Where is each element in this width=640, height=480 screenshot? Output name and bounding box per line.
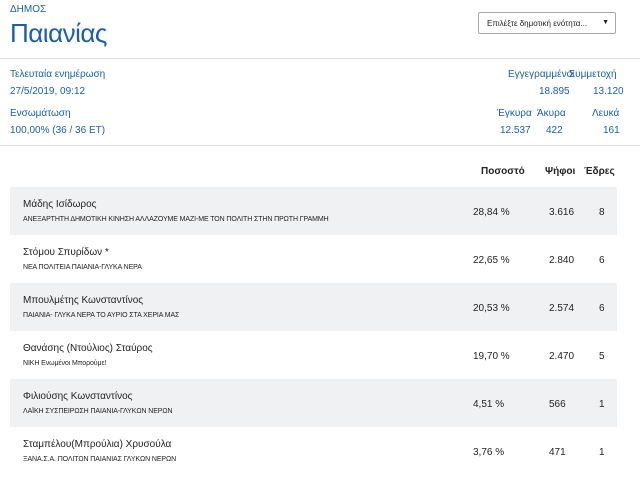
valid-value: 12.537 xyxy=(500,125,531,136)
turnout-label: Συμμετοχή xyxy=(569,69,617,80)
percent-value: 28,84 % xyxy=(473,207,510,218)
divider xyxy=(0,58,640,59)
divider xyxy=(0,145,640,146)
table-row: Στόμου Σπυρίδων * ΝΕΑ ΠΟΛΙΤΕΙΑ ΠΑΙΑΝΙΑ-Γ… xyxy=(10,235,617,283)
blank-value: 161 xyxy=(603,125,620,136)
seats-value: 1 xyxy=(599,399,605,410)
percent-value: 19,70 % xyxy=(473,351,510,362)
candidate-name: Σταμπέλου(Μπρούλια) Χρυσούλα xyxy=(23,439,172,450)
counted-label: Ενσωμάτωση xyxy=(10,108,71,119)
seats-value: 1 xyxy=(599,447,605,458)
seats-value: 6 xyxy=(599,303,605,314)
candidate-name: Φιλιούσης Κωνσταντίνος xyxy=(23,391,133,402)
party-name: ΠΑΙΑΝΙΑ- ΓΛΥΚΑ ΝΕΡΑ ΤΟ ΑΥΡΙΟ ΣΤΑ ΧΕΡΙΑ Μ… xyxy=(23,312,180,319)
counted-value: 100,00% (36 / 36 ΕΤ) xyxy=(10,125,106,136)
table-row: Μάδης Ισίδωρος ΑΝΕΞΑΡΤΗΤΗ ΔΗΜΟΤΙΚΗ ΚΙΝΗΣ… xyxy=(10,187,617,235)
votes-value: 2.574 xyxy=(549,303,575,314)
invalid-label: Άκυρα xyxy=(537,108,566,119)
percent-value: 3,76 % xyxy=(473,447,505,458)
seats-value: 6 xyxy=(599,255,605,266)
percent-value: 22,65 % xyxy=(473,255,510,266)
page-header: ΔΗΜΟΣ Παιανίας Επιλέξτε δημοτική ενότητα… xyxy=(0,0,640,58)
municipality-label: ΔΗΜΟΣ xyxy=(10,4,47,15)
candidate-name: Στόμου Σπυρίδων * xyxy=(23,247,109,258)
turnout-value: 13.120 xyxy=(593,86,624,97)
header-percent: Ποσοστό xyxy=(481,166,525,177)
last-update-label: Τελευταία ενημέρωση xyxy=(10,69,106,80)
district-select[interactable]: Επιλέξτε δημοτική ενότητα... ▼ xyxy=(478,12,616,34)
votes-value: 471 xyxy=(549,447,566,458)
last-update-value: 27/5/2019, 09:12 xyxy=(10,86,86,97)
invalid-value: 422 xyxy=(546,125,563,136)
party-name: ΑΝΕΞΑΡΤΗΤΗ ΔΗΜΟΤΙΚΗ ΚΙΝΗΣΗ ΑΛΛΑΖΟΥΜΕ ΜΑΖ… xyxy=(23,216,329,223)
votes-value: 3.616 xyxy=(549,207,575,218)
valid-label: Έγκυρα xyxy=(497,108,532,119)
percent-value: 4,51 % xyxy=(473,399,505,410)
party-name: ΞΑΝΑ.Σ.Α. ΠΟΛΙΤΩΝ ΠΑΙΑΝΙΑΣ ΓΛΥΚΩΝ ΝΕΡΩΝ xyxy=(23,456,177,463)
table-row: Σταμπέλου(Μπρούλια) Χρυσούλα ΞΑΝΑ.Σ.Α. Π… xyxy=(10,427,617,475)
party-name: ΝΕΑ ΠΟΛΙΤΕΙΑ ΠΑΙΑΝΙΑ-ΓΛΥΚΑ ΝΕΡΑ xyxy=(23,264,142,271)
blank-label: Λευκά xyxy=(592,108,620,119)
table-row: Μπουλμέτης Κωνσταντίνος ΠΑΙΑΝΙΑ- ΓΛΥΚΑ Ν… xyxy=(10,283,617,331)
page-title: Παιανίας xyxy=(10,18,107,48)
candidate-name: Θανάσης (Ντούλιος) Σταύρος xyxy=(23,343,153,354)
votes-value: 2.840 xyxy=(549,255,575,266)
registered-value: 18.895 xyxy=(539,86,570,97)
party-name: ΛΑΪΚΗ ΣΥΣΠΕΙΡΩΣΗ ΠΑΙΑΝΙΑ-ΓΛΥΚΩΝ ΝΕΡΩΝ xyxy=(23,408,173,415)
district-select-value: Επιλέξτε δημοτική ενότητα... xyxy=(487,19,588,28)
table-row: Φιλιούσης Κωνσταντίνος ΛΑΪΚΗ ΣΥΣΠΕΙΡΩΣΗ … xyxy=(10,379,617,427)
chevron-down-icon: ▼ xyxy=(602,19,609,26)
votes-value: 566 xyxy=(549,399,566,410)
candidate-name: Μάδης Ισίδωρος xyxy=(23,199,97,210)
votes-value: 2.470 xyxy=(549,351,575,362)
percent-value: 20,53 % xyxy=(473,303,510,314)
header-votes: Ψήφοι xyxy=(545,166,576,177)
candidate-name: Μπουλμέτης Κωνσταντίνος xyxy=(23,295,144,306)
seats-value: 8 xyxy=(599,207,605,218)
header-seats: Έδρες xyxy=(584,166,615,177)
party-name: ΝΙΚΗ Ενωμένοι Μπορούμε! xyxy=(23,360,107,367)
seats-value: 5 xyxy=(599,351,605,362)
table-row: Θανάσης (Ντούλιος) Σταύρος ΝΙΚΗ Ενωμένοι… xyxy=(10,331,617,379)
registered-label: Εγγεγραμμένοι xyxy=(508,69,575,80)
